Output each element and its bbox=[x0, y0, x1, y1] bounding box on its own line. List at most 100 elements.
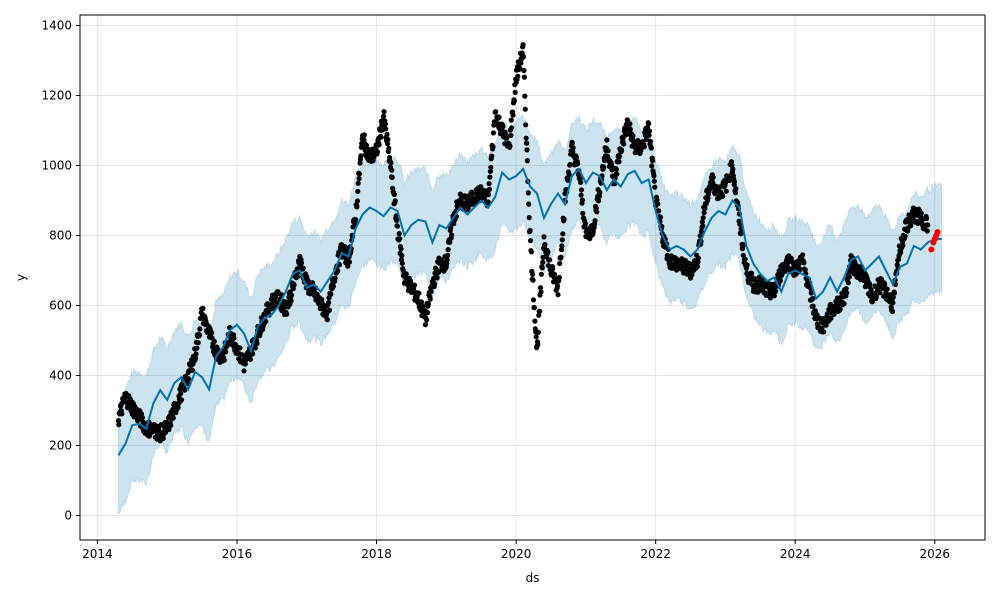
observed-point bbox=[193, 355, 199, 361]
observed-point bbox=[527, 238, 534, 244]
x-axis: 2014 2016 2018 2020 2022 2024 2026 bbox=[82, 540, 950, 561]
observed-point bbox=[189, 367, 196, 373]
observed-point bbox=[597, 189, 603, 195]
observed-point bbox=[517, 66, 523, 72]
observed-point bbox=[345, 263, 351, 269]
observed-point bbox=[651, 173, 657, 179]
observed-point bbox=[346, 259, 353, 265]
observed-point bbox=[890, 300, 896, 306]
observed-point bbox=[500, 123, 506, 129]
observed-point bbox=[512, 89, 518, 95]
y-tick-label: 800 bbox=[49, 229, 72, 243]
observed-point bbox=[609, 163, 615, 169]
observed-point bbox=[535, 341, 541, 348]
observed-point bbox=[139, 414, 145, 421]
observed-point bbox=[392, 198, 398, 204]
observed-point bbox=[507, 143, 513, 149]
observed-point bbox=[541, 234, 547, 240]
recent-point bbox=[934, 229, 941, 235]
observed-point bbox=[843, 285, 849, 292]
observed-point bbox=[694, 263, 701, 270]
observed-point bbox=[730, 166, 736, 172]
observed-point bbox=[284, 311, 290, 317]
y-tick-label: 1000 bbox=[41, 159, 72, 173]
observed-point bbox=[771, 293, 777, 299]
observed-point bbox=[767, 295, 774, 301]
observed-point bbox=[810, 295, 816, 302]
forecast-line bbox=[117, 167, 942, 456]
observed-point bbox=[655, 201, 661, 207]
observed-point bbox=[324, 317, 330, 323]
observed-point bbox=[623, 132, 629, 138]
observed-point bbox=[837, 306, 843, 312]
observed-point bbox=[867, 281, 873, 287]
observed-point bbox=[288, 298, 294, 304]
observed-point bbox=[582, 221, 589, 227]
observed-point bbox=[627, 121, 633, 127]
observed-point bbox=[239, 352, 245, 358]
observed-point bbox=[195, 340, 201, 346]
observed-point bbox=[540, 259, 546, 265]
observed-point bbox=[399, 253, 405, 259]
observed-point bbox=[391, 191, 397, 197]
observed-point bbox=[221, 357, 227, 363]
observed-point bbox=[580, 210, 586, 216]
observed-point bbox=[641, 144, 647, 150]
observed-point bbox=[384, 131, 390, 137]
observed-point bbox=[425, 310, 431, 316]
observed-point bbox=[447, 239, 453, 245]
observed-point bbox=[394, 223, 401, 229]
observed-point bbox=[241, 368, 247, 374]
observed-point bbox=[578, 187, 585, 193]
observed-point bbox=[701, 210, 707, 216]
observed-point bbox=[656, 208, 662, 214]
observed-point bbox=[115, 418, 121, 424]
x-tick-label: 2014 bbox=[82, 547, 113, 561]
observed-point bbox=[720, 193, 726, 199]
observed-point bbox=[389, 167, 395, 173]
observed-point bbox=[925, 222, 931, 228]
observed-point bbox=[555, 292, 561, 298]
observed-point bbox=[524, 158, 531, 164]
x-tick-label: 2020 bbox=[501, 547, 532, 561]
observed-point bbox=[356, 171, 363, 177]
observed-point bbox=[569, 140, 576, 146]
observed-point bbox=[396, 231, 402, 237]
observed-point bbox=[650, 158, 656, 164]
observed-point bbox=[237, 345, 243, 351]
observed-point bbox=[554, 283, 561, 289]
observed-point bbox=[523, 135, 529, 141]
observed-point bbox=[846, 274, 852, 280]
observed-point bbox=[425, 301, 431, 307]
observed-point bbox=[487, 174, 493, 180]
observed-point bbox=[732, 190, 739, 196]
observed-point bbox=[924, 228, 930, 234]
observed-point bbox=[545, 249, 551, 255]
observed-point bbox=[389, 174, 395, 180]
observed-point bbox=[374, 149, 380, 155]
observed-point bbox=[522, 106, 528, 112]
observed-point bbox=[845, 280, 852, 286]
observed-point bbox=[418, 299, 425, 305]
observed-point bbox=[445, 247, 451, 253]
observed-point bbox=[486, 191, 492, 198]
observed-point bbox=[579, 197, 586, 203]
observed-point bbox=[652, 184, 658, 190]
observed-point bbox=[594, 209, 600, 215]
observed-point bbox=[573, 154, 579, 160]
observed-point bbox=[194, 345, 200, 351]
observed-point bbox=[601, 164, 607, 170]
observed-point bbox=[200, 305, 206, 311]
observed-point bbox=[810, 303, 816, 309]
observed-point bbox=[648, 145, 654, 151]
observed-point bbox=[742, 256, 748, 262]
observed-point bbox=[196, 332, 203, 338]
observed-point bbox=[510, 112, 516, 118]
observed-point bbox=[550, 266, 556, 272]
observed-point bbox=[416, 290, 422, 296]
observed-point bbox=[773, 288, 779, 294]
observed-point bbox=[119, 411, 125, 417]
observed-point bbox=[378, 134, 384, 140]
observed-point bbox=[646, 132, 652, 138]
observed-point bbox=[868, 287, 874, 293]
